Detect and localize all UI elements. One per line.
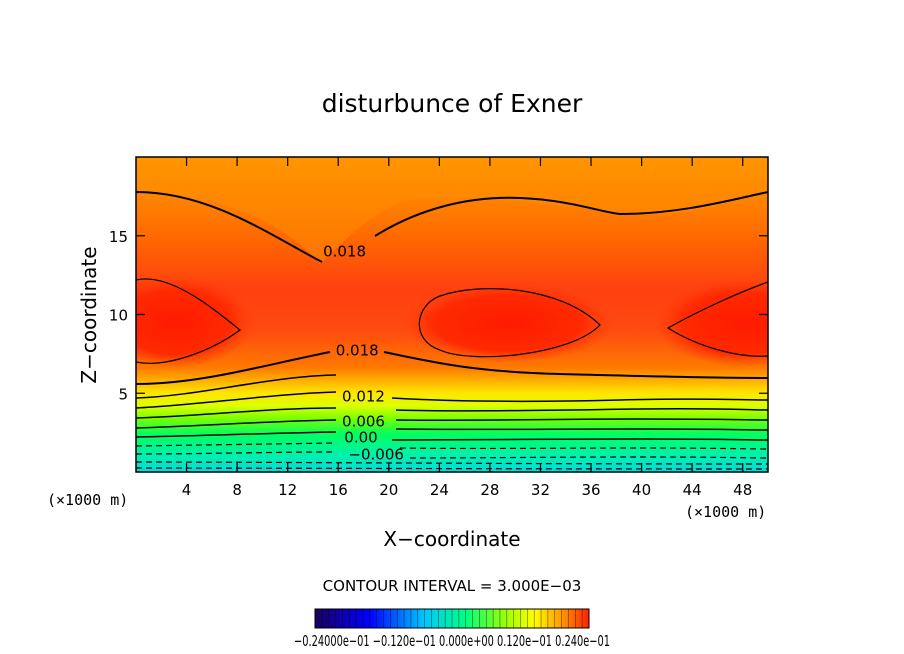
x-tick-label: 8 [232,481,242,499]
contour-line [136,351,768,385]
contour-line [136,442,768,450]
contour-label: −0.006 [348,446,404,464]
contour-line [136,278,241,364]
contour-label: 0.012 [342,387,385,405]
contour-line [136,407,768,422]
contour-line [666,281,768,357]
y-axis: 5 10 15 [109,228,768,403]
x-tick-label: 44 [683,481,702,499]
contour-label: 0.018 [336,342,379,360]
contour-interval-text: CONTOUR INTERVAL = 3.000E−03 [323,577,582,595]
y-tick-label: 5 [118,385,128,403]
chart-title: disturbunce of Exner [322,89,583,118]
field-top-band [136,157,768,264]
x-tick-label: 20 [379,481,398,499]
x-tick-label: 16 [329,481,348,499]
colorbar [314,608,590,629]
x-unit-left: (×1000 m) [47,491,128,509]
y-tick-label: 10 [109,307,128,325]
contour-line [136,391,768,412]
contour-line [136,419,768,431]
contour-line [136,191,768,263]
core-center [403,283,613,363]
colorbar-ticks [321,609,583,628]
x-tick-label: 36 [581,481,600,499]
contour-line [136,431,768,441]
x-unit-right: (×1000 m) [685,503,766,521]
x-tick-label: 40 [632,481,651,499]
contour-line [136,467,768,470]
y-tick-label: 15 [109,228,128,246]
x-tick-label: 48 [733,481,752,499]
y-axis-title: Z−coordinate [77,246,101,383]
contour-label: 0.006 [342,413,385,431]
contour-line [136,451,768,459]
contour-label: 0.00 [344,428,377,446]
x-tick-label: 12 [278,481,297,499]
contour-line [136,374,768,403]
x-axis: 4 8 12 16 20 24 28 32 36 40 44 48 [182,157,752,499]
x-tick-label: 32 [531,481,550,499]
contour-line [136,461,768,465]
x-tick-label: 24 [430,481,449,499]
contour-lines [136,191,768,470]
core-left [136,276,255,368]
x-axis-title: X−coordinate [383,527,520,551]
core-right [655,279,768,367]
contour-label: 0.018 [323,243,366,261]
x-tick-label: 4 [182,481,192,499]
contour-line [418,288,601,358]
x-tick-label: 28 [480,481,499,499]
colorbar-labels: −0.24000e−01 −0.120e−01 0.000e+00 0.120e… [294,632,610,650]
